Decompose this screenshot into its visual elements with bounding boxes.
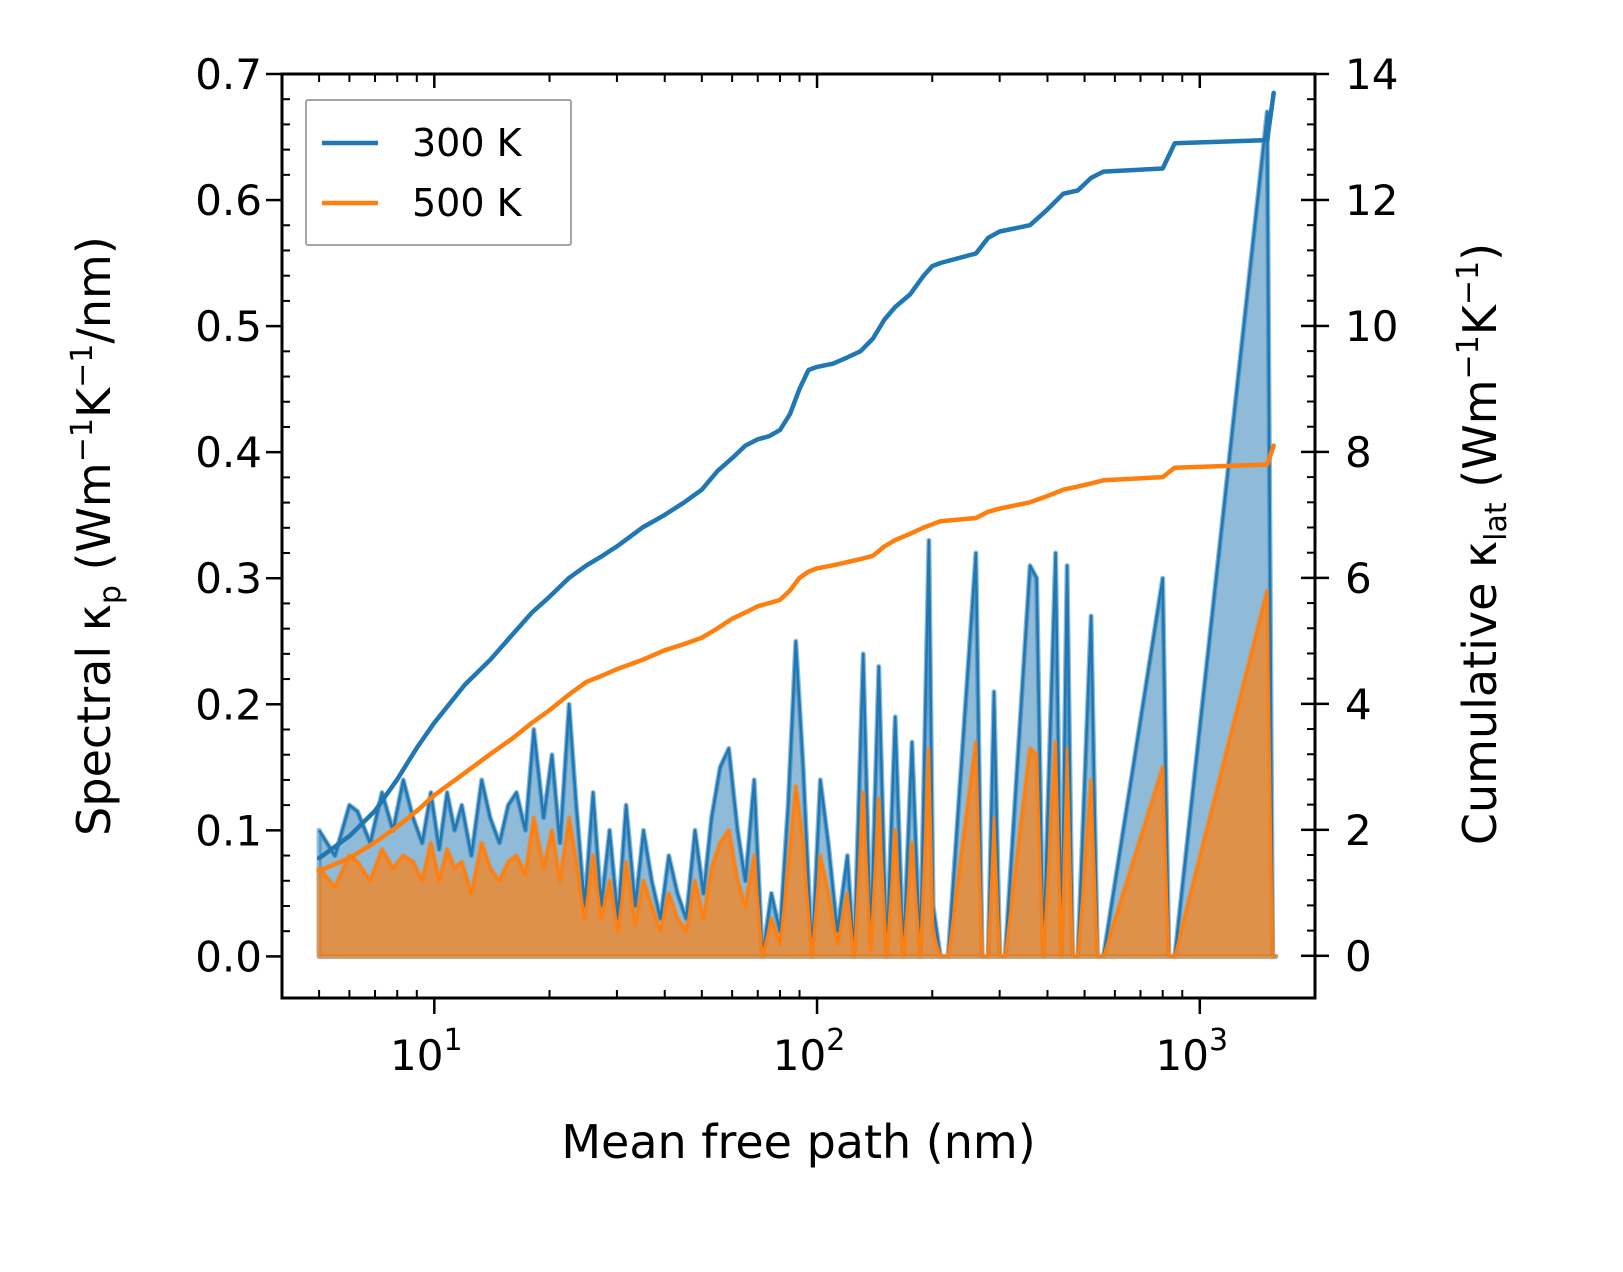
y-right-tick-label: 14 <box>1345 50 1398 99</box>
legend-box <box>305 99 572 246</box>
cumulative-lines <box>316 90 1276 874</box>
y-right-tick-label: 4 <box>1345 680 1372 729</box>
y-axis-label-right: Cumulative κlat (Wm−1K−1) <box>1451 243 1514 845</box>
y-left-tick-label: 0.3 <box>195 554 262 603</box>
y-left-tick-label: 0.2 <box>195 680 262 729</box>
x-tick-label: 103 <box>1156 1023 1229 1080</box>
y-right-tick-label: 2 <box>1345 806 1372 855</box>
x-axis-label: Mean free path (nm) <box>561 1115 1035 1169</box>
plot-frame <box>280 72 1317 1000</box>
spectral-lines <box>318 110 1276 958</box>
y-left-tick-label: 0.1 <box>195 806 262 855</box>
spectral-line-500-k <box>318 589 1276 958</box>
y-right-tick-label: 6 <box>1345 554 1372 603</box>
cumulative-line-500-k <box>316 443 1276 874</box>
legend-label-300-k: 300 K <box>412 121 523 165</box>
y-left-tick-label: 0.7 <box>195 50 262 99</box>
y-left-tick-label: 0.6 <box>195 176 262 225</box>
y-right-tick-label: 0 <box>1345 932 1372 981</box>
y-left-tick-label: 0.0 <box>195 932 262 981</box>
y-left-tick-label: 0.5 <box>195 302 262 351</box>
y-right-tick-label: 8 <box>1345 428 1372 477</box>
y-right-tick-label: 12 <box>1345 176 1398 225</box>
legend: 300 K 500 K <box>305 99 572 246</box>
x-tick-label: 102 <box>773 1023 846 1080</box>
cumulative-line-300-k <box>316 90 1276 861</box>
spectral-line-300-k <box>318 110 1276 958</box>
y-right-tick-label: 10 <box>1345 302 1398 351</box>
x-tick-label: 101 <box>390 1023 463 1080</box>
y-left-tick-label: 0.4 <box>195 428 262 477</box>
legend-label-500-k: 500 K <box>412 181 523 225</box>
y-axis-label-left: Spectral κp (Wm−1K−1/nm) <box>65 236 128 836</box>
